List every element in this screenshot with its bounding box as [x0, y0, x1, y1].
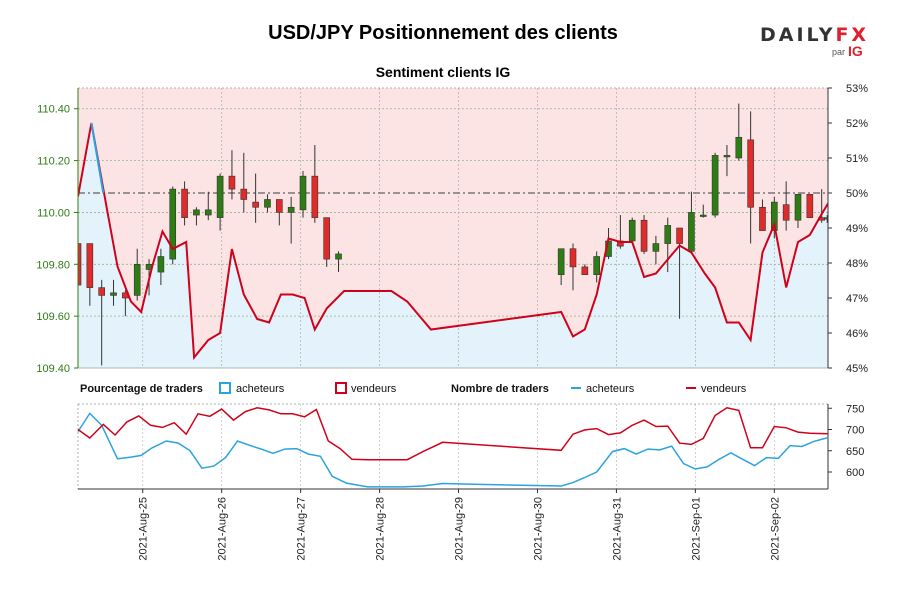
x-axis-tick-label: 2021-Aug-26: [217, 497, 229, 561]
left-axis-tick-label: 109.80: [36, 259, 70, 271]
logo-par-text: par: [832, 47, 846, 57]
x-axis-tick-label: 2021-Aug-28: [375, 497, 387, 561]
candle-body: [86, 243, 94, 288]
candle-body: [110, 292, 117, 296]
x-axis-tick-label: 2021-Sep-01: [690, 497, 702, 561]
candle-body: [169, 188, 177, 260]
logo-ig-text: IG: [848, 43, 863, 59]
candle-body: [676, 227, 683, 244]
legend-count-label: Nombre de traders: [451, 383, 549, 395]
sub-right-axis-tick-label: 750: [846, 403, 864, 415]
logo-daily-text: DAILY: [760, 24, 836, 46]
left-axis-tick-label: 110.00: [37, 207, 70, 219]
dailyfx-logo: DAILYFX par IG: [760, 24, 870, 64]
legend-pct-label: Pourcentage de traders: [80, 383, 203, 395]
legend-pct-sellers-swatch: [335, 382, 347, 394]
candle-body: [133, 263, 141, 296]
legend-pct-buyers-swatch: [219, 382, 231, 394]
candle-body: [204, 209, 212, 216]
candle-body: [240, 188, 248, 200]
candle-body: [699, 214, 707, 217]
x-axis-tick-label: 2021-Sep-02: [769, 497, 781, 561]
sub-right-axis-tick-label: 700: [846, 425, 864, 437]
sub-right-axis-tick-label: 650: [846, 446, 864, 458]
candle-body: [593, 256, 600, 275]
candle-body: [794, 193, 802, 221]
candle-body: [557, 248, 565, 275]
candle-body: [216, 175, 224, 218]
candle-body: [193, 209, 200, 216]
candle-body: [311, 175, 319, 218]
candle-body: [264, 199, 271, 208]
sub-right-axis-tick-label: 600: [846, 467, 864, 479]
sub-plot-frame: [77, 403, 829, 490]
chart-title: USD/JPY Positionnement des clients: [268, 22, 618, 44]
x-axis-tick-label: 2021-Aug-25: [138, 497, 150, 561]
candle-body: [652, 243, 660, 252]
candle-body: [78, 243, 82, 286]
candle-body: [782, 204, 790, 221]
right-axis-tick-label: 46%: [846, 328, 868, 340]
chart-subtitle: Sentiment clients IG: [375, 64, 511, 80]
candle-body: [181, 188, 188, 218]
candle-body: [98, 287, 105, 296]
x-axis-tick-label: 2021-Aug-27: [296, 497, 308, 561]
candle-body: [711, 155, 719, 216]
candle-body: [276, 199, 283, 213]
candle-body: [335, 253, 342, 260]
x-axis-tick-label: 2021-Aug-31: [611, 497, 623, 561]
candle-body: [252, 201, 259, 208]
right-axis-tick-label: 48%: [846, 258, 868, 270]
legend-count-buyers-label: acheteurs: [586, 383, 635, 395]
candles-group: [78, 103, 828, 366]
candle-body: [688, 212, 695, 252]
left-axis-tick-label: 109.60: [36, 311, 70, 323]
right-axis-tick-label: 47%: [846, 293, 868, 305]
x-axis-tick-label: 2021-Aug-29: [454, 497, 466, 561]
candle-body: [735, 136, 743, 159]
candle-body: [640, 219, 648, 252]
legend-count-sellers-label: vendeurs: [701, 383, 747, 395]
candle-body: [569, 248, 577, 268]
logo-fx-text: FX: [835, 24, 870, 46]
right-axis-tick-label: 52%: [846, 118, 868, 130]
sentiment-line: [78, 122, 828, 361]
candle-body: [723, 155, 731, 158]
candle-body: [157, 256, 165, 273]
right-axis-tick-label: 45%: [846, 363, 868, 375]
sellers-count-line: [77, 407, 829, 461]
right-axis-tick-label: 53%: [846, 83, 868, 95]
candle-body: [806, 193, 814, 218]
candle-body: [759, 206, 766, 231]
buyers-count-line: [77, 412, 829, 488]
candle-body: [628, 219, 636, 242]
candle-body: [581, 266, 589, 275]
candle-body: [299, 175, 307, 211]
right-axis-tick-label: 49%: [846, 223, 868, 235]
right-axis-tick-label: 51%: [846, 153, 868, 165]
candle-body: [747, 139, 754, 208]
candle-body: [287, 206, 295, 213]
left-axis-tick-label: 110.40: [37, 104, 70, 116]
legend-pct-sellers-label: vendeurs: [351, 383, 397, 395]
candle-body: [771, 201, 778, 231]
x-axis-tick-label: 2021-Aug-30: [532, 497, 544, 561]
candle-body: [323, 217, 330, 260]
right-axis-tick-label: 50%: [846, 188, 868, 200]
sentiment-bg-bottom: [78, 123, 828, 368]
candle-body: [664, 225, 672, 244]
left-axis-tick-label: 110.20: [37, 156, 70, 168]
candle-body: [228, 175, 236, 190]
candle-body: [823, 217, 828, 220]
left-axis-tick-label: 109.40: [36, 363, 70, 375]
sentiment-line-buyers-segment: [90, 122, 105, 194]
legend-pct-buyers-label: acheteurs: [236, 383, 285, 395]
